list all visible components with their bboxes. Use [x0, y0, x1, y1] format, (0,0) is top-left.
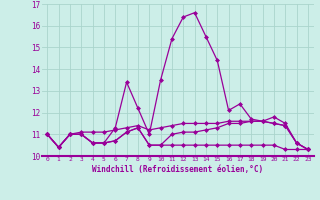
X-axis label: Windchill (Refroidissement éolien,°C): Windchill (Refroidissement éolien,°C)	[92, 165, 263, 174]
